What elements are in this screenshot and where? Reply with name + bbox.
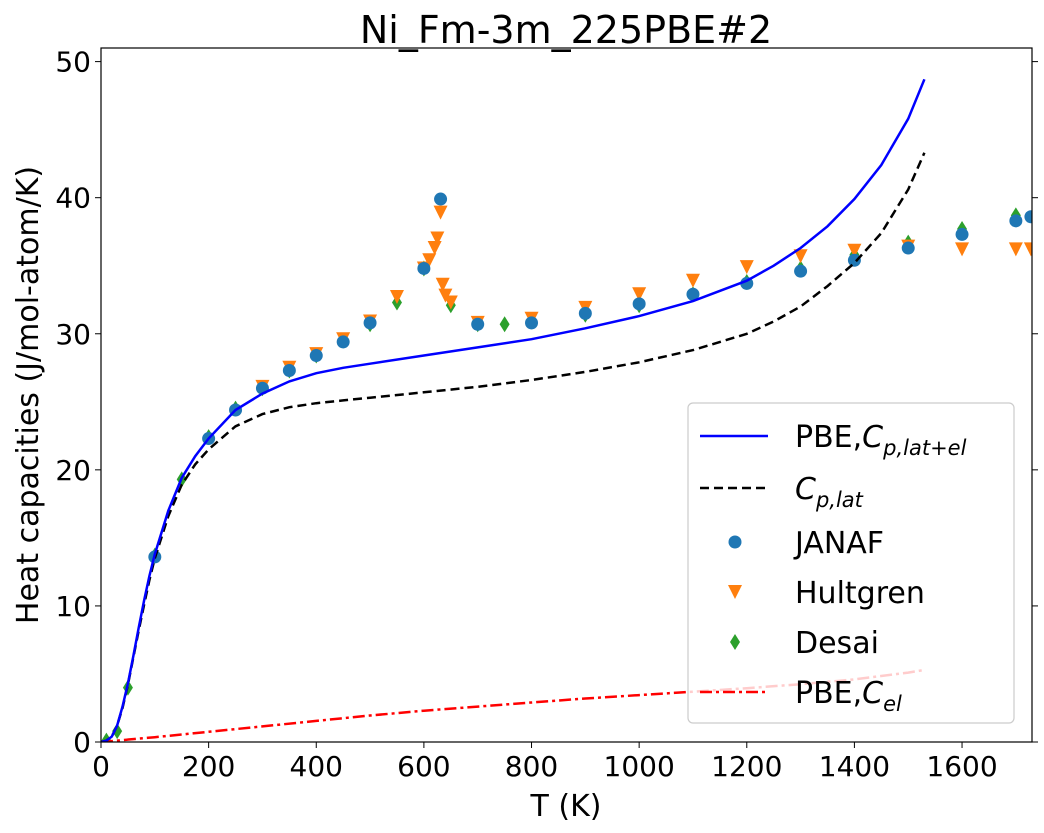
legend-label: Hultgren bbox=[795, 576, 925, 611]
legend-label: Desai bbox=[795, 626, 879, 661]
data-point bbox=[955, 227, 969, 241]
axis-layer: 0 200 400 600 800 1000 1200 1400 1600 0 10 20 30 40 50 bbox=[55, 46, 1038, 783]
legend: PBE,Cp,lat+el Cp,lat JANAF Hultgren Desai PBE… bbox=[687, 402, 1015, 724]
legend-marker-handle bbox=[730, 634, 740, 650]
data-point bbox=[739, 260, 754, 275]
data-point bbox=[427, 241, 442, 256]
data-point bbox=[1023, 242, 1032, 257]
x-tick-label: 400 bbox=[290, 750, 343, 783]
data-point bbox=[435, 277, 450, 292]
data-point bbox=[686, 287, 700, 301]
data-point bbox=[794, 264, 808, 278]
data-point bbox=[1024, 210, 1032, 224]
legend-label: PBE,Cp,lat+el bbox=[795, 420, 967, 460]
data-point bbox=[389, 290, 404, 305]
x-tick-label: 800 bbox=[505, 750, 558, 783]
series-line bbox=[101, 78, 926, 742]
data-point bbox=[417, 261, 431, 275]
y-tick-label: 20 bbox=[55, 454, 91, 487]
legend-label: Cp,lat bbox=[795, 472, 864, 512]
x-tick-label: 0 bbox=[92, 750, 110, 783]
data-point bbox=[578, 306, 592, 320]
y-tick-label: 40 bbox=[55, 182, 91, 215]
x-axis-label: T (K) bbox=[530, 789, 602, 824]
data-point bbox=[1008, 242, 1023, 257]
data-point bbox=[499, 316, 510, 333]
x-tick-label: 600 bbox=[397, 750, 450, 783]
data-point bbox=[847, 253, 861, 267]
y-axis-label: Heat capacities (J/mol-atom/K) bbox=[11, 166, 46, 624]
data-point bbox=[901, 241, 915, 255]
plot-frame bbox=[100, 47, 1033, 743]
data-point bbox=[471, 317, 485, 331]
data-point bbox=[632, 287, 647, 302]
x-tick-label: 1200 bbox=[711, 750, 782, 783]
data-point bbox=[112, 723, 123, 740]
chart-title: Ni_Fm-3m_225PBE#2 bbox=[360, 8, 772, 52]
data-point bbox=[1009, 214, 1023, 228]
y-tick-label: 50 bbox=[55, 46, 91, 79]
data-point bbox=[430, 231, 445, 246]
data-point bbox=[525, 316, 539, 330]
legend-label: PBE,Cel bbox=[795, 676, 902, 716]
data-point bbox=[685, 273, 700, 288]
y-tick-label: 10 bbox=[55, 590, 91, 623]
data-point bbox=[434, 192, 448, 206]
legend-box bbox=[687, 402, 1015, 724]
y-tick-label: 0 bbox=[73, 726, 91, 759]
data-point bbox=[309, 349, 323, 363]
data-point bbox=[422, 253, 437, 268]
legend-label: JANAF bbox=[793, 526, 884, 561]
x-tick-label: 200 bbox=[182, 750, 235, 783]
data-point bbox=[433, 205, 448, 220]
data-point bbox=[847, 243, 862, 258]
data-point bbox=[955, 242, 970, 257]
data-point bbox=[336, 335, 350, 349]
data-point bbox=[632, 297, 646, 311]
data-point bbox=[793, 249, 808, 264]
x-tick-label: 1000 bbox=[604, 750, 675, 783]
y-tick-label: 30 bbox=[55, 318, 91, 351]
x-tick-label: 1400 bbox=[819, 750, 890, 783]
legend-entries: PBE,Cp,lat+el Cp,lat JANAF Hultgren Desai PBE… bbox=[700, 420, 967, 716]
data-point bbox=[363, 316, 377, 330]
data-point bbox=[443, 295, 458, 310]
legend-marker-handle bbox=[728, 585, 742, 599]
x-tick-label: 1600 bbox=[926, 750, 997, 783]
legend-marker-handle bbox=[728, 535, 742, 549]
data-point bbox=[282, 364, 296, 378]
